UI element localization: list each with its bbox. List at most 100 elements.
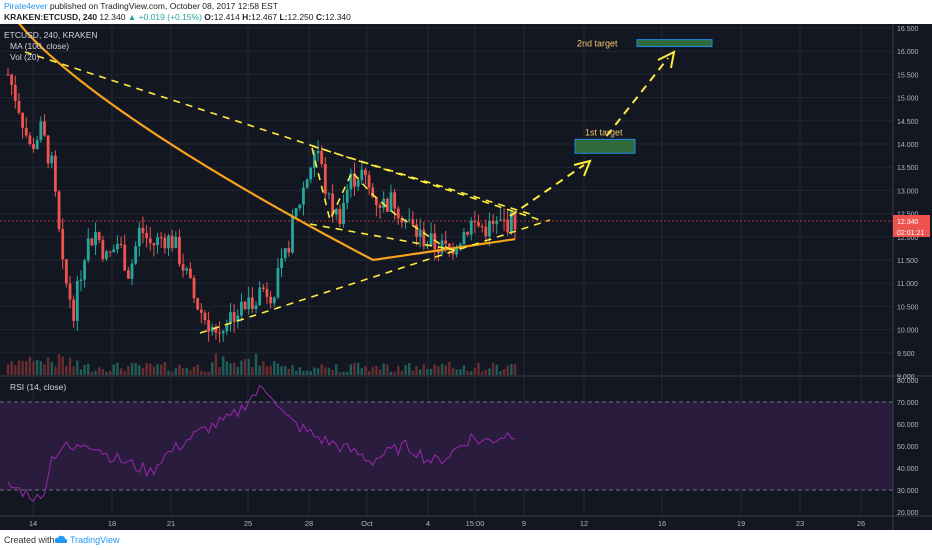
- volume-bar: [429, 368, 433, 375]
- volume-bar: [448, 362, 451, 375]
- candle-body: [188, 268, 192, 278]
- footer-brand[interactable]: TradingView: [70, 535, 120, 545]
- volume-bar: [211, 362, 214, 375]
- volume-bar: [178, 364, 181, 375]
- volume-bar: [320, 364, 323, 375]
- rsi-tick-label: 50.000: [897, 444, 919, 451]
- volume-bar: [331, 369, 334, 375]
- countdown-badge: [893, 226, 930, 238]
- price-tick-label: 11.000: [897, 281, 918, 288]
- candle-body: [229, 312, 232, 324]
- last-price-label: 12.340: [897, 219, 919, 226]
- candle-body: [210, 326, 214, 332]
- candle-body: [353, 173, 356, 187]
- candle-body: [21, 112, 24, 128]
- volume-bar: [484, 370, 488, 375]
- target-zone-box: [574, 138, 636, 154]
- legend-ma: MA (100, close): [10, 41, 69, 51]
- volume-bar: [101, 369, 105, 375]
- published-text: published on TradingView.com, October 08…: [49, 1, 278, 11]
- candle-body: [480, 226, 484, 228]
- volume-bar: [349, 364, 353, 375]
- rsi-tick-label: 40.000: [897, 466, 919, 473]
- candlestick-series: [6, 67, 517, 343]
- low-label: L:: [279, 12, 288, 22]
- volume-bar: [444, 365, 447, 375]
- candle-body: [112, 249, 116, 253]
- volume-bar: [83, 365, 86, 375]
- volume-bar: [389, 371, 393, 375]
- candle-body: [367, 175, 371, 188]
- volume-bar: [54, 366, 57, 375]
- candle-body: [137, 227, 141, 247]
- arrowhead-icon: [657, 50, 676, 69]
- volume-bar: [305, 370, 309, 375]
- candle-body: [72, 299, 76, 321]
- candle-body: [462, 231, 466, 245]
- volume-bar: [97, 367, 101, 375]
- candle-body: [10, 74, 14, 86]
- inner-zigzag-trendline: [311, 147, 453, 251]
- volume-bar: [309, 370, 312, 375]
- candle-body: [105, 251, 108, 260]
- volume-bar: [415, 366, 418, 375]
- volume-bar: [393, 371, 396, 375]
- candle-body: [316, 150, 320, 154]
- candle-body: [291, 216, 294, 253]
- volume-bar: [404, 364, 407, 375]
- volume-bar: [360, 368, 364, 375]
- candle-body: [68, 283, 72, 300]
- volume-bar: [298, 367, 301, 375]
- volume-bar: [232, 362, 236, 375]
- volume-bar: [426, 368, 429, 375]
- axes: 9.000 9.500 10.000 10.500 11.000 11.500 12.000…: [0, 24, 932, 530]
- volume-bar: [470, 371, 473, 375]
- ma-line: [18, 24, 516, 261]
- volume-bar: [510, 364, 513, 375]
- candle-body: [499, 219, 502, 221]
- candle-body: [57, 191, 61, 230]
- target-label: 1st target: [585, 127, 623, 137]
- volume-bar: [284, 365, 287, 375]
- volume-bar: [422, 364, 426, 375]
- price-tick-label: 13.500: [897, 165, 919, 172]
- candle-body: [243, 301, 247, 309]
- candle-body: [24, 127, 28, 136]
- candle-body: [338, 208, 342, 225]
- tradingview-cloud-icon: [54, 535, 68, 543]
- volume-bar: [163, 362, 167, 375]
- candle-body: [185, 268, 189, 271]
- volume-bar: [159, 364, 163, 375]
- candle-body: [145, 233, 149, 239]
- volume-bar: [466, 371, 469, 375]
- volume-bar: [72, 366, 75, 375]
- time-tick-label: 16: [658, 519, 666, 528]
- volume-bar: [400, 371, 404, 375]
- time-tick-label: 19: [737, 519, 745, 528]
- volume-bar: [418, 369, 422, 375]
- volume-bar: [119, 368, 123, 375]
- high-label: H:: [242, 12, 252, 22]
- volume-bar: [130, 362, 134, 375]
- volume-bar: [265, 366, 269, 375]
- candle-body: [287, 248, 291, 253]
- time-tick-label: 4: [426, 519, 430, 528]
- volume-bar: [313, 367, 316, 375]
- volume-bar: [335, 364, 338, 375]
- volume-bar: [287, 369, 291, 375]
- price-tick-label: 10.500: [897, 304, 919, 311]
- volume-bar: [185, 367, 188, 375]
- candle-body: [302, 187, 305, 205]
- volume-bar: [480, 371, 484, 375]
- candle-body: [356, 180, 360, 187]
- rsi-band-fill: [0, 402, 893, 490]
- candle-body: [429, 233, 433, 246]
- volume-bar: [138, 365, 141, 375]
- volume-bar: [170, 371, 174, 375]
- author-link[interactable]: Pirate4ever: [4, 1, 48, 11]
- volume-bar: [408, 363, 411, 375]
- chart-canvas[interactable]: 1st target 2nd target 9.000 9.500 10.000 10.…: [0, 24, 932, 530]
- candle-body: [272, 297, 276, 304]
- candle-body: [90, 238, 94, 246]
- candle-body: [393, 192, 397, 209]
